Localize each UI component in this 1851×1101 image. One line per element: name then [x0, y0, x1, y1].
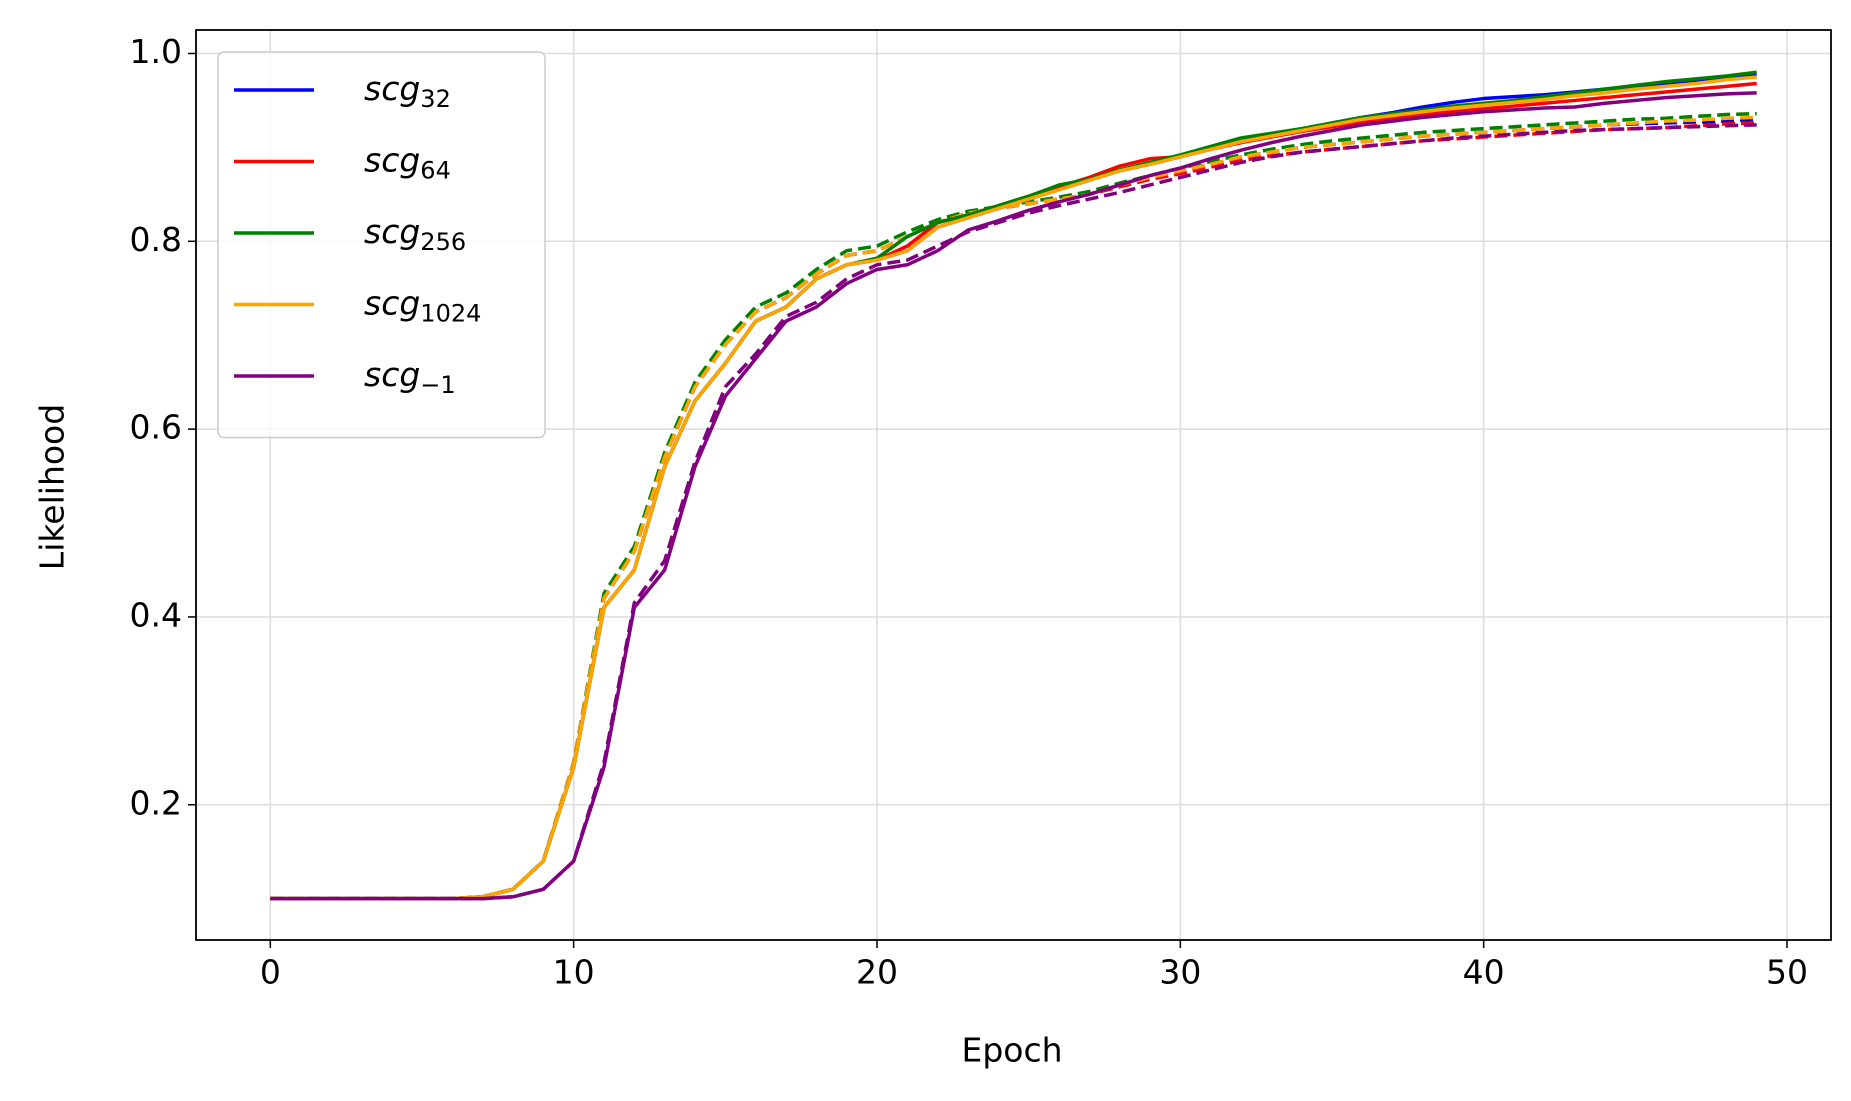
legend-name: scg — [364, 69, 420, 108]
legend-subscript: −1 — [420, 371, 455, 399]
y-tick-label: 1.0 — [130, 32, 182, 71]
legend-subscript: 32 — [420, 85, 451, 113]
y-tick-label: 0.4 — [130, 595, 182, 634]
legend-label: scg64 — [364, 140, 451, 185]
legend-name: scg — [364, 283, 420, 322]
line — [270, 75, 1757, 901]
x-tick-label: 50 — [1766, 953, 1808, 992]
axes-frame — [195, 29, 1832, 941]
y-axis-label: Likelihood — [33, 404, 72, 570]
y-tick-label: 0.6 — [130, 408, 182, 447]
legend-label: scg256 — [364, 212, 466, 257]
legend-name: scg — [364, 355, 420, 394]
x-axis-label: Epoch — [961, 1031, 1062, 1070]
legend-label: scg−1 — [364, 355, 456, 400]
legend-label: scg1024 — [364, 283, 481, 328]
x-tick-label: 30 — [1159, 953, 1201, 992]
legend-subscript: 64 — [420, 157, 451, 185]
x-tick-label: 10 — [553, 953, 595, 992]
legend-name: scg — [364, 140, 420, 179]
y-tick-label: 0.2 — [130, 783, 182, 822]
legend-label: scg32 — [364, 69, 451, 114]
legend-name: scg — [364, 212, 420, 251]
x-tick-label: 40 — [1463, 953, 1505, 992]
line — [270, 91, 1757, 901]
x-tick-label: 20 — [856, 953, 898, 992]
legend-subscript: 1024 — [420, 300, 481, 328]
y-tick-label: 0.8 — [130, 220, 182, 259]
legend-subscript: 256 — [420, 228, 466, 256]
x-tick-label: 0 — [260, 953, 281, 992]
legend-box — [217, 51, 546, 439]
